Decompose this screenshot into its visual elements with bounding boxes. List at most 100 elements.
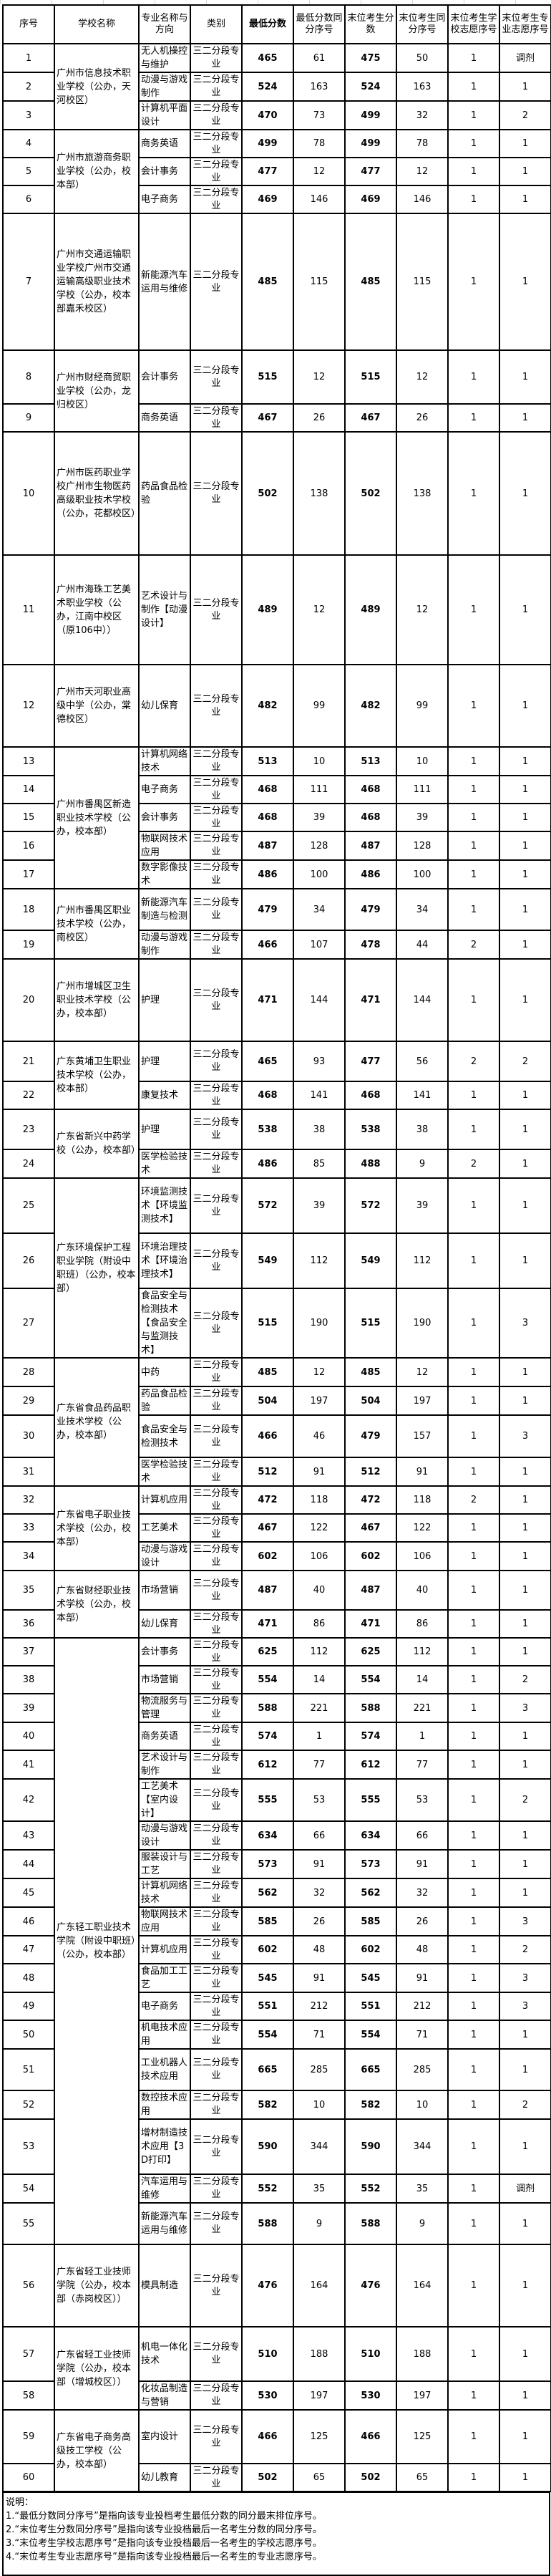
min-score-rank: 141 xyxy=(293,1081,346,1110)
row-number: 27 xyxy=(2,1288,55,1359)
table-row: 19 动漫与游戏制作 三二分段专业 466 107 478 44 2 1 xyxy=(2,930,551,960)
last-school-pref: 1 xyxy=(447,831,500,861)
major-name: 模具制造 xyxy=(138,2244,191,2327)
last-score-rank: 10 xyxy=(396,2090,449,2120)
last-school-pref: 1 xyxy=(447,554,500,665)
last-major-pref: 1 xyxy=(499,1357,551,1387)
row-number: 14 xyxy=(2,775,55,804)
notes-title: 说明： xyxy=(6,2497,34,2508)
table-row: 7 广州市交通运输职业学校广州市交通运输高级职业技术学校（公办，校本部嘉禾校区）新… xyxy=(2,213,551,351)
min-score: 549 xyxy=(241,1232,294,1289)
row-number: 58 xyxy=(2,2380,55,2411)
table-row: 41 艺术设计与制作 三二分段专业 612 77 612 77 1 1 xyxy=(2,1750,551,1780)
category: 三二分段专业 xyxy=(190,2174,243,2204)
table-row: 16 物联网技术应用 三二分段专业 487 128 487 128 1 1 xyxy=(2,831,551,861)
major-name: 食品加工工艺 xyxy=(138,1963,191,1993)
category: 三二分段专业 xyxy=(190,1992,243,2021)
min-score: 499 xyxy=(241,129,294,158)
min-score: 612 xyxy=(241,1750,294,1780)
last-major-pref: 1 xyxy=(499,2202,551,2245)
last-school-pref: 1 xyxy=(447,1665,500,1694)
last-score: 469 xyxy=(344,185,397,214)
row-number: 35 xyxy=(2,1570,55,1611)
table-row: 49 电子商务 三二分段专业 551 212 551 212 1 3 xyxy=(2,1992,551,2021)
last-school-pref: 1 xyxy=(447,2090,500,2120)
last-school-pref: 1 xyxy=(447,859,500,889)
last-major-pref: 3 xyxy=(499,1414,551,1458)
row-number: 50 xyxy=(2,2020,55,2050)
last-score: 530 xyxy=(344,2380,397,2411)
last-score-rank: 12 xyxy=(396,349,449,405)
last-score: 554 xyxy=(344,2020,397,2050)
min-score-rank: 1 xyxy=(293,1722,346,1751)
min-score: 470 xyxy=(241,100,294,130)
min-score: 515 xyxy=(241,349,294,405)
last-school-pref: 1 xyxy=(447,431,500,556)
last-score-rank: 9 xyxy=(396,1149,449,1179)
min-score: 485 xyxy=(241,213,294,351)
last-major-pref: 1 xyxy=(499,2326,551,2382)
table-row: 9 商务英语 三二分段专业 467 26 467 26 1 1 xyxy=(2,403,551,433)
last-score-rank: 112 xyxy=(396,1232,449,1289)
last-major-pref: 1 xyxy=(499,746,551,776)
last-school-pref: 1 xyxy=(447,100,500,130)
last-score-rank: 50 xyxy=(396,43,449,73)
last-score: 466 xyxy=(344,2409,397,2464)
min-score-rank: 91 xyxy=(293,1849,346,1879)
min-score: 552 xyxy=(241,2174,294,2204)
min-score: 555 xyxy=(241,1778,294,1822)
last-major-pref: 1 xyxy=(499,1849,551,1879)
major-name: 市场营销 xyxy=(138,1570,191,1611)
major-name: 环境监测技术【环境监测技术】 xyxy=(138,1177,191,1234)
last-score-rank: 164 xyxy=(396,2244,449,2327)
last-score: 476 xyxy=(344,2244,397,2327)
min-score: 487 xyxy=(241,1570,294,1611)
category: 三二分段专业 xyxy=(190,2380,243,2411)
major-name: 护理 xyxy=(138,1109,191,1150)
major-name: 会计事务 xyxy=(138,1637,191,1666)
min-score-rank: 12 xyxy=(293,554,346,665)
last-score-rank: 112 xyxy=(396,1637,449,1666)
min-score: 512 xyxy=(241,1457,294,1487)
category: 三二分段专业 xyxy=(190,2090,243,2120)
row-number: 47 xyxy=(2,1935,55,1964)
last-score: 471 xyxy=(344,958,397,1042)
last-score-rank: 344 xyxy=(396,2118,449,2175)
last-major-pref: 1 xyxy=(499,1457,551,1487)
major-name: 服装设计与工艺 xyxy=(138,1849,191,1879)
min-score-rank: 118 xyxy=(293,1485,346,1515)
school-name: 广州市天河职业高级中学（公办，棠德校区） xyxy=(54,664,140,748)
last-major-pref: 1 xyxy=(499,1878,551,1908)
school-name: 广东环境保护工程职业学院（附设中职班）（公办，校本部） xyxy=(54,1177,140,1359)
header-last-school-pref: 末位考生学校志愿序号 xyxy=(447,4,500,44)
major-name: 幼儿保育 xyxy=(138,1609,191,1639)
min-score-rank: 212 xyxy=(293,1992,346,2021)
row-number: 2 xyxy=(2,72,55,102)
last-score-rank: 163 xyxy=(396,72,449,102)
last-school-pref: 1 xyxy=(447,775,500,804)
min-score-rank: 38 xyxy=(293,1109,346,1150)
min-score: 572 xyxy=(241,1177,294,1234)
row-number: 30 xyxy=(2,1414,55,1458)
table-row: 53 增材制造技术应用【3D打印】 三二分段专业 590 344 590 344 1 1 xyxy=(2,2118,551,2175)
table-row: 45 计算机网络技术 三二分段专业 562 32 562 32 1 1 xyxy=(2,1878,551,1908)
last-score-rank: 99 xyxy=(396,664,449,748)
last-score: 538 xyxy=(344,1109,397,1150)
last-major-pref: 1 xyxy=(499,1750,551,1780)
admission-score-table: 序号 学校名称 专业名称与方向 类别 最低分数 最低分数同分序号 末位考生分数 … xyxy=(2,4,551,2492)
last-school-pref: 1 xyxy=(447,1386,500,1416)
min-score: 486 xyxy=(241,859,294,889)
table-row: 10 广州市医药职业学校广州市生物医药高级职业技术学校（公办，花都校区） 药品食品检… xyxy=(2,431,551,556)
last-school-pref: 2 xyxy=(447,930,500,960)
note-line: 3.“末位考生学校志愿序号”是指向该专业投档最后一名考生的学校志愿序号。 xyxy=(6,2538,322,2549)
min-score-rank: 144 xyxy=(293,958,346,1042)
min-score: 515 xyxy=(241,1288,294,1359)
last-school-pref: 1 xyxy=(447,2244,500,2327)
school-name: 广东省食品药品职业技术学校（公办，校本部） xyxy=(54,1357,140,1487)
table-row: 43 动漫与游戏设计 三二分段专业 634 66 634 66 1 1 xyxy=(2,1820,551,1851)
major-name: 汽车运用与维修 xyxy=(138,2174,191,2204)
min-score-rank: 188 xyxy=(293,2326,346,2382)
last-score-rank: 39 xyxy=(396,1177,449,1234)
last-school-pref: 1 xyxy=(447,213,500,351)
